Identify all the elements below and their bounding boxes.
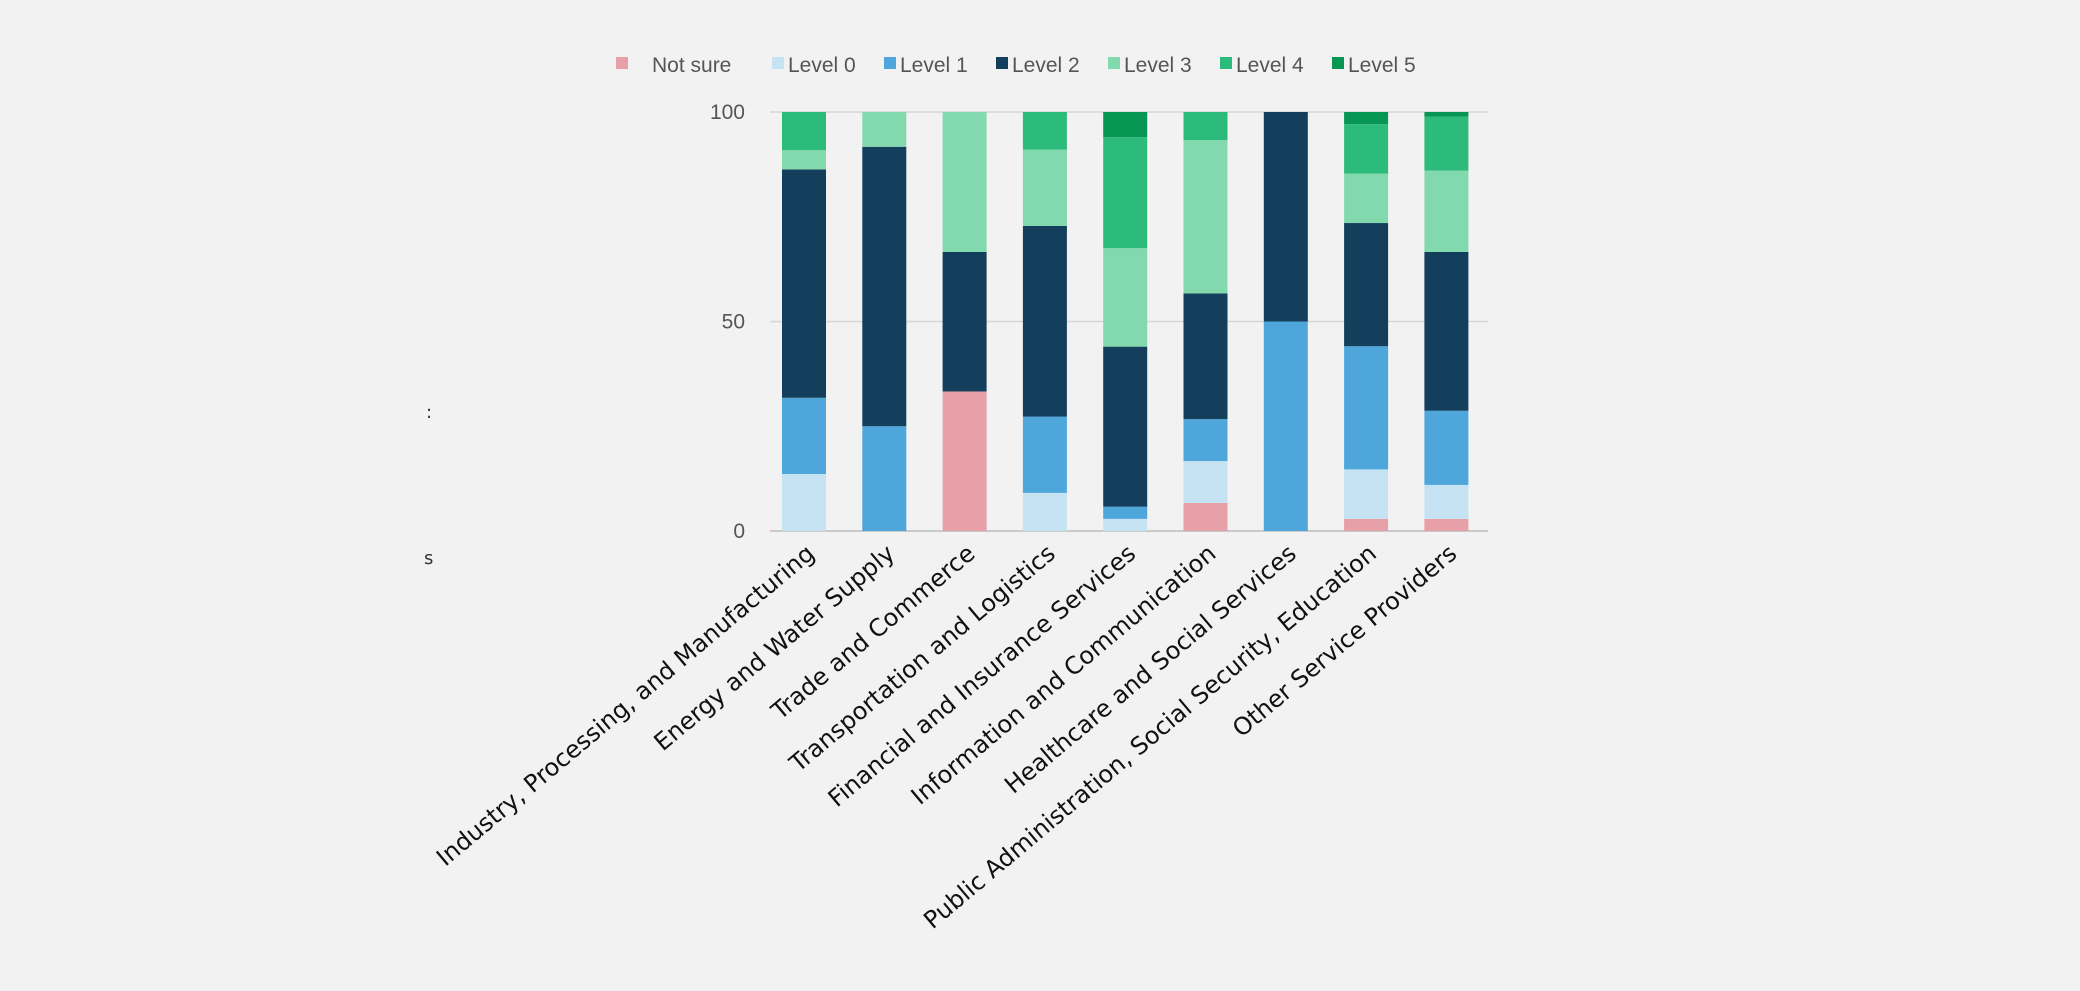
bar-segment	[1344, 124, 1389, 174]
bar-segment	[1183, 293, 1228, 420]
legend-label: Level 4	[1236, 54, 1304, 77]
bar-segment	[1424, 116, 1469, 171]
stray-mark: s	[424, 548, 433, 569]
legend-label: Level 1	[900, 54, 968, 77]
bar-segment	[1103, 506, 1148, 519]
bar-segment	[1344, 518, 1389, 531]
legend-swatch	[616, 57, 628, 69]
bar-segment	[1183, 461, 1228, 503]
bar-segment	[1344, 173, 1389, 224]
legend-swatch	[772, 57, 784, 69]
bar-segment	[1424, 251, 1469, 411]
legend: Not sure Level 0 Level 1 Level 2 Level 3 Leve…	[616, 54, 1416, 77]
legend-label: Level 3	[1124, 54, 1192, 77]
bar-segment	[1344, 223, 1389, 347]
bar-segment	[1183, 502, 1228, 531]
bars	[782, 112, 1469, 531]
legend-item: Level 4	[1220, 54, 1304, 77]
stray-mark: :	[426, 402, 432, 423]
legend-swatch	[1108, 57, 1120, 69]
y-tick-label: 0	[733, 520, 745, 543]
bar-segment	[1183, 112, 1228, 141]
y-tick-label: 50	[722, 311, 745, 334]
bar-segment	[1183, 419, 1228, 462]
bar-segment	[782, 397, 826, 475]
legend-item: Level 0	[772, 54, 856, 77]
bar-segment	[1022, 416, 1067, 493]
bar-segment	[1103, 518, 1148, 531]
bar-segment	[782, 169, 826, 398]
bar-segment	[1103, 137, 1148, 249]
bar-segment	[1022, 149, 1067, 226]
bar-segment	[1344, 346, 1389, 470]
legend-swatch	[1332, 57, 1344, 69]
y-axis-ticks: 0 50 100	[710, 101, 745, 543]
legend-swatch	[884, 57, 896, 69]
bar-segment	[862, 146, 907, 427]
bar-segment	[1424, 170, 1469, 252]
bar-segment	[1424, 112, 1469, 117]
bar-segment	[942, 391, 987, 531]
bar-segment	[782, 474, 826, 531]
y-tick-label: 100	[710, 101, 745, 124]
bar-segment	[1103, 346, 1148, 507]
bar-segment	[1424, 410, 1469, 485]
bar-segment	[782, 150, 826, 170]
legend-item: Level 5	[1332, 54, 1416, 77]
legend-item: Level 1	[884, 54, 968, 77]
legend-label: Not sure	[652, 54, 731, 77]
bar-segment	[1424, 484, 1469, 519]
bar-segment	[942, 112, 987, 252]
bar-segment	[1022, 112, 1067, 150]
legend-item: Not sure	[616, 54, 731, 77]
legend-item: Level 2	[996, 54, 1080, 77]
x-tick-label: Healthcare and Social Services	[999, 539, 1301, 799]
legend-swatch	[996, 57, 1008, 69]
bar-segment	[1022, 492, 1067, 531]
bar-segment	[1103, 248, 1148, 347]
bar-segment	[862, 112, 907, 147]
x-axis-labels: Industry, Processing, and ManufacturingE…	[431, 539, 1462, 934]
bar-segment	[1263, 321, 1308, 531]
legend-item: Level 3	[1108, 54, 1192, 77]
bar-segment	[1424, 518, 1469, 531]
bar-segment	[1344, 112, 1389, 125]
bar-segment	[942, 251, 987, 392]
legend-label: Level 5	[1348, 54, 1416, 77]
bar-segment	[1022, 225, 1067, 417]
bar-segment	[1344, 469, 1389, 519]
bar-segment	[862, 426, 907, 531]
bar-segment	[1263, 112, 1308, 322]
bar-segment	[1103, 112, 1148, 138]
bar-segment	[782, 112, 826, 151]
legend-label: Level 0	[788, 54, 856, 77]
bar-segment	[1183, 140, 1228, 294]
legend-label: Level 2	[1012, 54, 1080, 77]
x-tick-label: Industry, Processing, and Manufacturing	[431, 539, 820, 872]
legend-swatch	[1220, 57, 1232, 69]
